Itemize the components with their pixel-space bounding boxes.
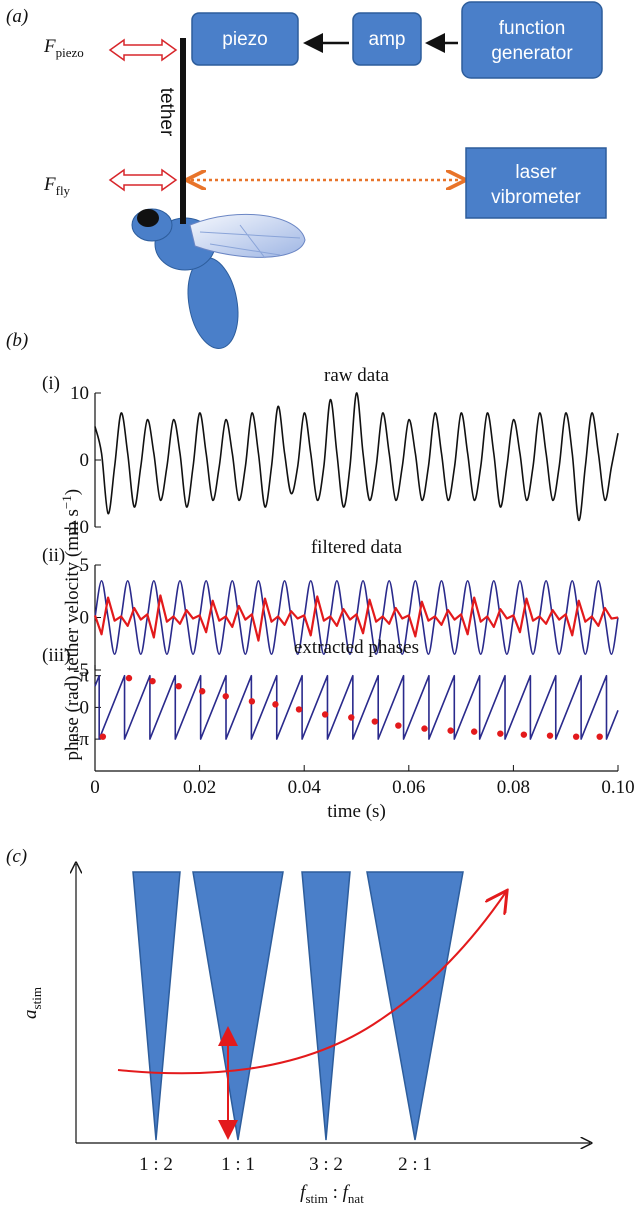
phase-point — [222, 693, 229, 700]
phase-point — [421, 725, 428, 732]
ratio-label: 3 : 2 — [309, 1154, 343, 1175]
generator-box — [461, 1, 603, 79]
data-line — [93, 594, 619, 642]
data-line — [94, 674, 619, 740]
phase-point — [371, 718, 379, 725]
panel-label: (a) — [6, 6, 28, 27]
tongue — [301, 871, 351, 1141]
panel-number: (iii) — [42, 645, 71, 666]
piezo-box — [191, 12, 299, 66]
y-tick-label: 0 — [80, 608, 90, 629]
trajectory — [117, 892, 506, 1075]
box-label: generator — [491, 43, 573, 64]
y-axis-label: astim — [20, 987, 44, 1019]
panel-c: (c) 1 : 2 1 : 1 3 : 2 2 : 1 fstim : fnat… — [6, 846, 590, 1206]
data-line — [94, 392, 619, 522]
y-tick-label: 5 — [80, 555, 90, 576]
y-axis-label: tether velocity (mm s−1) — [59, 489, 83, 671]
ratio-label: 2 : 1 — [398, 1154, 432, 1175]
box-label: piezo — [222, 29, 267, 50]
charts: raw data (i) -10 0 10 filtered data (ii) -5 0 5 ex… — [42, 365, 635, 822]
phase-point — [125, 674, 133, 682]
phase-point — [321, 711, 329, 718]
panel-title: filtered data — [311, 537, 403, 558]
y-axis-label: phase (rad) — [62, 676, 83, 761]
x-axis-label: fstim : fnat — [300, 1182, 364, 1206]
phase-point — [447, 727, 454, 734]
ratio-label: 1 : 1 — [221, 1154, 255, 1175]
x-tick-label: 0.04 — [288, 777, 322, 798]
tongue — [366, 871, 464, 1141]
box-label: vibrometer — [491, 187, 581, 208]
box-label: amp — [369, 29, 406, 50]
force-arrow — [108, 168, 178, 192]
box-label: laser — [515, 162, 557, 183]
wing-veins — [199, 224, 301, 259]
phase-point — [99, 733, 107, 740]
phase-point — [149, 677, 156, 685]
force-arrow — [108, 38, 178, 62]
y-tick-label: π — [79, 666, 89, 687]
phase-point — [497, 730, 504, 737]
phase-point — [596, 733, 603, 740]
y-tick-label: -5 — [73, 660, 89, 681]
tether-label: tether — [156, 88, 177, 137]
panel-a: (a) Fpiezo Ffly tether piezo amp functio… — [6, 1, 607, 349]
amp-box — [352, 12, 422, 66]
y-tick-label: -10 — [64, 517, 89, 538]
phase-point — [470, 728, 478, 735]
x-tick-label: 0.08 — [497, 777, 530, 798]
panel-number: (i) — [42, 373, 60, 394]
phase-point — [520, 731, 528, 738]
box-label: function — [499, 18, 566, 39]
tether — [180, 38, 186, 224]
x-tick-label: 0.10 — [601, 777, 634, 798]
panel-number: (ii) — [42, 545, 65, 566]
x-tick-label: 0 — [90, 777, 100, 798]
y-tick-label: –π — [69, 729, 90, 750]
phase-point — [175, 683, 182, 690]
ratio-label: 1 : 2 — [139, 1154, 173, 1175]
panel-label: (b) — [6, 330, 28, 351]
fly-wing — [189, 213, 306, 258]
x-tick-label: 0.02 — [183, 777, 216, 798]
y-tick-label: 10 — [70, 383, 89, 404]
vibrometer-box — [465, 147, 607, 219]
fly-eye — [137, 209, 159, 227]
phase-point — [272, 701, 279, 708]
panel-title: raw data — [324, 365, 389, 386]
x-axis-label: time (s) — [327, 801, 386, 822]
phase-point — [546, 732, 554, 739]
phase-point — [295, 706, 303, 713]
phase-point — [572, 733, 580, 740]
phase-point — [248, 698, 256, 705]
x-tick-label: 0.06 — [392, 777, 425, 798]
panel-title: extracted phases — [294, 637, 419, 658]
force-label: Ffly — [43, 174, 71, 198]
phase-point — [395, 722, 402, 729]
panel-label: (c) — [6, 846, 27, 867]
force-label: Fpiezo — [43, 36, 84, 60]
tongue — [192, 871, 284, 1141]
phase-point — [348, 714, 355, 721]
panel-b: (b) tether velocity (mm s−1) — [6, 330, 83, 671]
tongue — [132, 871, 181, 1141]
y-tick-label: 0 — [80, 450, 90, 471]
phase-point — [199, 688, 206, 695]
y-tick-label: 0 — [80, 697, 90, 718]
